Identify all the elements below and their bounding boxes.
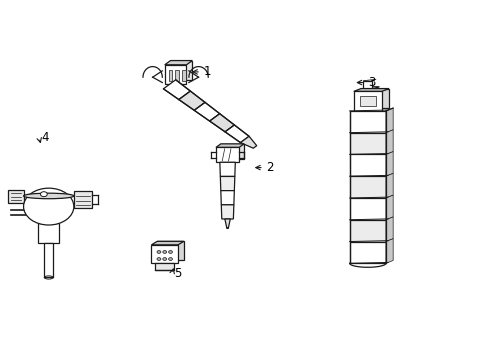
Text: 5: 5 [174, 267, 182, 280]
Polygon shape [164, 65, 186, 84]
Polygon shape [363, 81, 371, 90]
Polygon shape [353, 89, 388, 91]
Polygon shape [385, 152, 392, 176]
Text: 2: 2 [265, 161, 273, 174]
Polygon shape [38, 223, 59, 243]
Polygon shape [240, 136, 256, 148]
Polygon shape [44, 243, 53, 278]
Text: 3: 3 [367, 76, 374, 89]
Polygon shape [349, 220, 385, 242]
Polygon shape [363, 87, 379, 90]
Polygon shape [164, 60, 192, 65]
Polygon shape [349, 154, 385, 176]
Polygon shape [74, 191, 92, 208]
Polygon shape [360, 89, 388, 108]
Polygon shape [220, 176, 234, 191]
Polygon shape [353, 91, 381, 111]
Circle shape [163, 258, 166, 260]
Text: 4: 4 [41, 131, 49, 144]
Polygon shape [385, 108, 392, 132]
Polygon shape [359, 96, 375, 106]
Circle shape [168, 258, 172, 260]
Polygon shape [151, 241, 183, 245]
Circle shape [168, 251, 172, 253]
Polygon shape [349, 111, 385, 132]
Polygon shape [216, 144, 244, 147]
Polygon shape [221, 144, 244, 159]
Polygon shape [170, 60, 192, 80]
Circle shape [163, 251, 166, 253]
Polygon shape [224, 125, 248, 143]
Polygon shape [385, 195, 392, 220]
Polygon shape [175, 70, 179, 81]
Circle shape [41, 192, 47, 197]
Polygon shape [216, 147, 239, 162]
Polygon shape [349, 242, 385, 263]
Polygon shape [163, 80, 190, 100]
Polygon shape [181, 70, 185, 81]
Polygon shape [220, 162, 235, 176]
Ellipse shape [44, 276, 53, 279]
Polygon shape [179, 91, 204, 110]
Polygon shape [349, 198, 385, 220]
Polygon shape [157, 241, 183, 260]
Circle shape [23, 188, 74, 225]
Text: 1: 1 [203, 66, 210, 78]
Ellipse shape [23, 193, 74, 199]
Polygon shape [349, 176, 385, 198]
Polygon shape [221, 191, 234, 205]
Polygon shape [151, 245, 178, 263]
Polygon shape [168, 70, 172, 81]
Polygon shape [385, 217, 392, 242]
Circle shape [157, 251, 161, 253]
Polygon shape [209, 114, 234, 132]
Polygon shape [224, 219, 230, 228]
Polygon shape [385, 174, 392, 198]
Polygon shape [194, 102, 219, 121]
Polygon shape [385, 130, 392, 154]
Polygon shape [155, 263, 174, 270]
Circle shape [157, 258, 161, 260]
Polygon shape [221, 205, 233, 219]
Polygon shape [385, 239, 392, 263]
Polygon shape [8, 190, 23, 203]
Polygon shape [349, 132, 385, 154]
